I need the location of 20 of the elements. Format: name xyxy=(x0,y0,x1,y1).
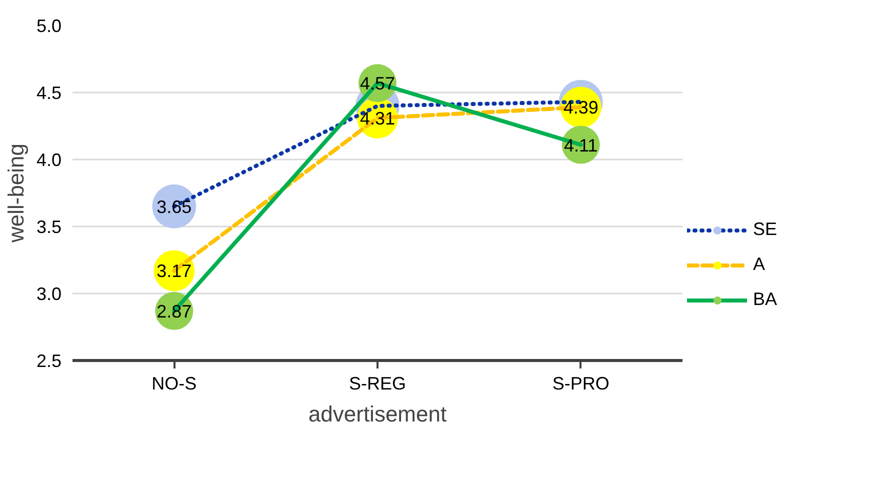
data-label: 3.17 xyxy=(156,261,192,282)
data-label: 4.39 xyxy=(563,98,598,118)
x-tick-label: S-REG xyxy=(348,374,406,394)
data-label: 3.65 xyxy=(156,196,192,217)
y-tick-label: 3.0 xyxy=(36,284,62,304)
x-tick-label: S-PRO xyxy=(552,374,610,394)
data-label: 2.87 xyxy=(156,301,192,322)
x-axis-title: advertisement xyxy=(308,402,447,426)
y-tick-label: 4.0 xyxy=(36,150,62,170)
y-tick-label: 2.5 xyxy=(36,351,62,371)
data-label: 4.11 xyxy=(564,135,598,156)
legend-label: A xyxy=(753,254,766,275)
legend-label: SE xyxy=(753,219,778,240)
legend-label: BA xyxy=(753,289,778,310)
data-label: 4.31 xyxy=(360,108,396,128)
y-axis-title: well-being xyxy=(3,143,28,244)
y-tick-label: 5.0 xyxy=(36,16,62,36)
y-tick-label: 3.5 xyxy=(36,217,62,237)
x-tick-label: NO-S xyxy=(152,374,197,394)
y-tick-label: 4.5 xyxy=(36,83,62,103)
